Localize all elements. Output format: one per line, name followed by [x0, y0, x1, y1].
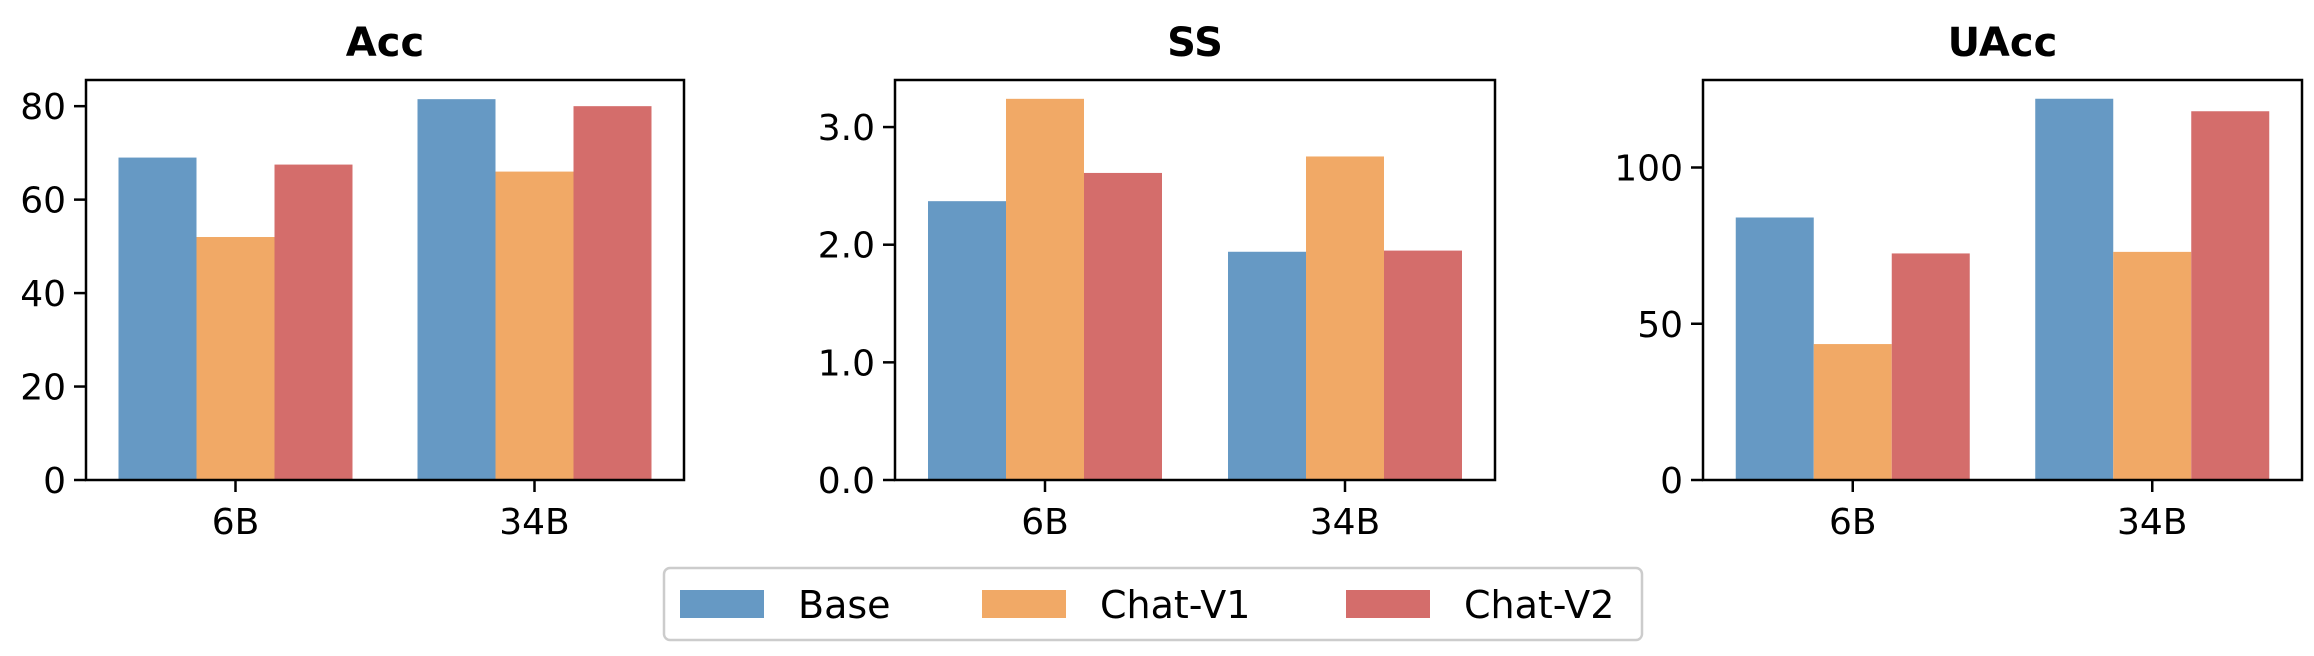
bar-uacc-34b-chat-v1: [2113, 251, 2192, 480]
bar-ss-6b-chat-v2: [1084, 172, 1162, 481]
legend: Base Chat-V1 Chat-V2: [662, 566, 1644, 642]
legend-entry-chat-v1: Chat-V1: [982, 583, 1250, 627]
y-tick-label: 60: [20, 181, 66, 222]
x-tick-label: 34B: [2117, 502, 2188, 543]
axes-frame: [893, 78, 1497, 482]
bar-uacc-34b-base: [2035, 98, 2114, 480]
chart-title: UAcc: [1948, 20, 2058, 66]
x-tick-label: 34B: [499, 502, 570, 543]
bar-ss-6b-base: [928, 201, 1006, 481]
y-tick-label: 40: [20, 274, 66, 315]
bar-uacc-34b-chat-v2: [2191, 111, 2270, 480]
legend-label: Chat-V2: [1464, 583, 1614, 627]
y-tick-label: 3.0: [818, 108, 875, 149]
legend-swatch-base: [680, 590, 764, 618]
x-tick-label: 6B: [212, 502, 260, 543]
bar-acc-6b-chat-v2: [274, 164, 353, 480]
legend-swatch-chat-v2: [1346, 590, 1430, 618]
bar-ss-6b-chat-v1: [1006, 98, 1084, 480]
y-tick-label: 0.0: [818, 461, 875, 502]
bar-acc-6b-base: [118, 157, 197, 480]
bar-uacc-6b-chat-v2: [1891, 253, 1970, 480]
chart-title: Acc: [346, 20, 424, 66]
x-tick-label: 34B: [1310, 502, 1381, 543]
axes-frame: [1701, 78, 2304, 482]
bar-ss-34b-chat-v2: [1384, 250, 1462, 480]
legend-box: [662, 566, 1644, 642]
chart-panel-acc: 0 20 40 60 80 6B 34B Acc: [20, 20, 686, 543]
legend-label: Base: [798, 583, 891, 627]
bar-acc-34b-chat-v2: [573, 106, 652, 481]
legend-swatch-chat-v1: [982, 590, 1066, 618]
chart-panel-uacc: 0 50 100 6B 34B UAcc: [1614, 20, 2304, 543]
legend-entry-chat-v2: Chat-V2: [1346, 583, 1614, 627]
bar-uacc-6b-base: [1735, 217, 1814, 480]
y-tick-label: 0: [1660, 461, 1683, 502]
legend-entry-base: Base: [680, 583, 891, 627]
x-tick-label: 6B: [1829, 502, 1877, 543]
bar-uacc-6b-chat-v1: [1813, 344, 1892, 480]
bar-ss-34b-chat-v1: [1306, 156, 1384, 480]
y-tick-label: 2.0: [818, 226, 875, 267]
chart-panels: 0 20 40 60 80 6B 34B Acc 0.0 1.0 2.0 3.0 6B 34B SS 0 50 1…: [20, 20, 2304, 543]
axes-frame: [84, 78, 686, 482]
bar-acc-34b-chat-v1: [495, 171, 574, 480]
y-tick-label: 20: [20, 368, 66, 409]
bar-acc-34b-base: [417, 99, 496, 481]
y-tick-label: 80: [20, 87, 66, 128]
chart-title: SS: [1167, 20, 1223, 66]
chart-panel-ss: 0.0 1.0 2.0 3.0 6B 34B SS: [818, 20, 1497, 543]
y-tick-label: 1.0: [818, 343, 875, 384]
x-tick-label: 6B: [1021, 502, 1069, 543]
bar-ss-34b-base: [1228, 251, 1306, 480]
legend-label: Chat-V1: [1100, 583, 1250, 627]
y-tick-label: 0: [43, 461, 66, 502]
y-tick-label: 50: [1637, 305, 1683, 346]
y-tick-label: 100: [1614, 149, 1683, 190]
bar-acc-6b-chat-v1: [196, 237, 275, 480]
